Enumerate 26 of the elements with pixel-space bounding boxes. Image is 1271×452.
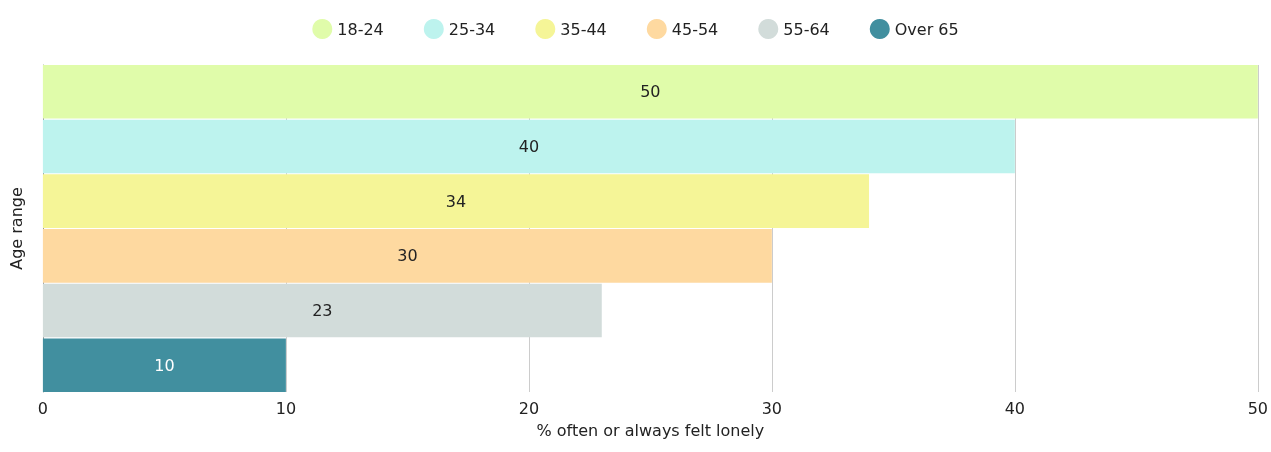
data-label: 30: [397, 246, 418, 266]
data-label: 40: [518, 136, 540, 156]
x-tick-label: 30: [761, 398, 783, 418]
legend-label: 25-34: [448, 19, 496, 39]
bar: [42, 65, 1258, 119]
bar: [42, 174, 870, 228]
data-label: 50: [640, 82, 661, 102]
legend-label: Over 65: [894, 19, 959, 39]
x-tick-label: 10: [275, 398, 297, 418]
x-tick-label: 20: [518, 398, 540, 418]
bar: [42, 283, 602, 338]
x-tick-label: 40: [1004, 398, 1026, 418]
bar: [42, 338, 286, 392]
bar: [42, 119, 1015, 174]
data-label: 10: [154, 355, 175, 375]
legend-label: 35-44: [560, 19, 607, 39]
x-axis-title: % often or always felt lonely: [536, 420, 765, 440]
data-label: 23: [312, 301, 333, 321]
y-axis-title: Age range: [6, 187, 26, 270]
legend-label: 45-54: [671, 19, 719, 39]
x-tick-label: 0: [37, 398, 48, 418]
data-label: 34: [445, 191, 467, 211]
bar: [42, 229, 772, 283]
x-tick-label: 50: [1247, 398, 1268, 418]
legend-label: 18-24: [337, 19, 384, 39]
legend-label: 55-64: [783, 19, 830, 39]
